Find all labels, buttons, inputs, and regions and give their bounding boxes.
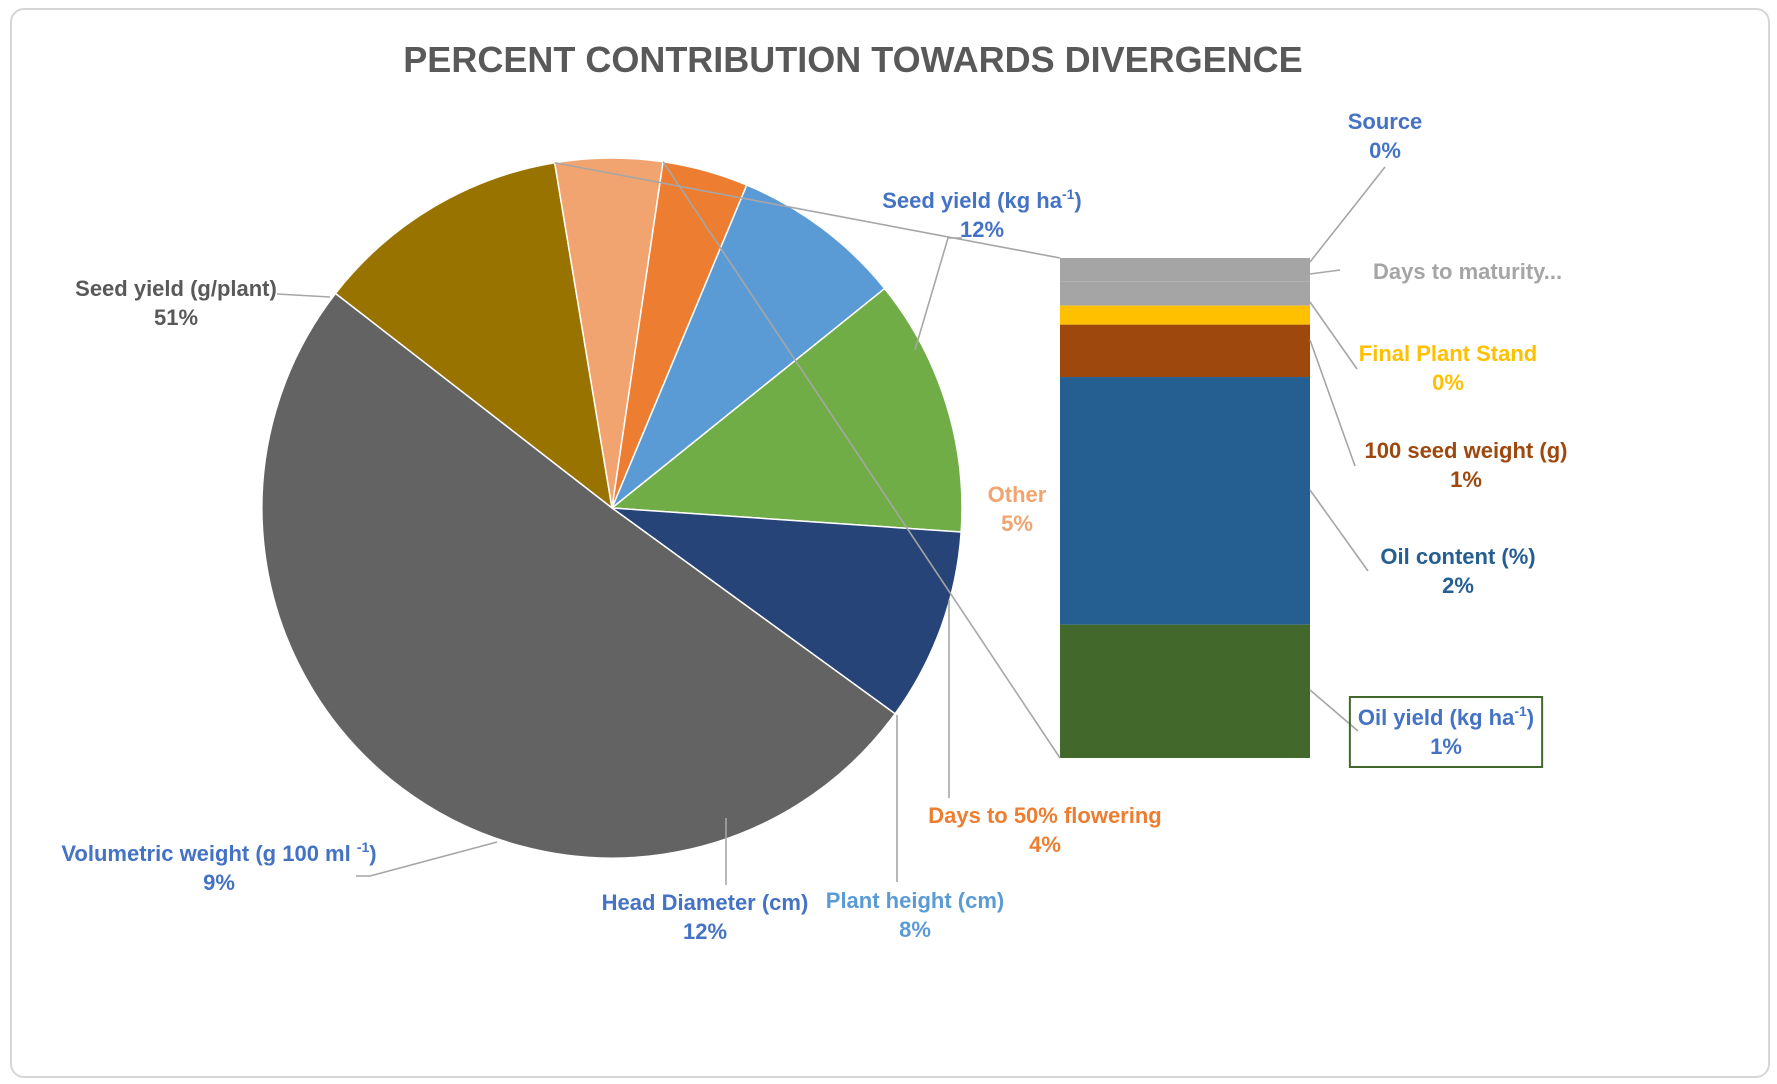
label-value-volumetric_weight: 9% xyxy=(203,870,235,895)
label-name-text: Final Plant Stand xyxy=(1359,341,1537,366)
stack-segment-oil_yield xyxy=(1060,624,1310,758)
connector-line-top xyxy=(554,161,1061,259)
label-name-seed_yield_g: Seed yield (g/plant) xyxy=(75,276,277,301)
data-label-days_maturity: Days to maturity... xyxy=(1373,259,1562,284)
label-superscript: -1 xyxy=(357,839,370,855)
label-name-source: Source xyxy=(1348,109,1423,134)
label-superscript: -1 xyxy=(1062,186,1075,202)
label-name-plant_height: Plant height (cm) xyxy=(826,888,1004,913)
label-name-final_plant_stand: Final Plant Stand xyxy=(1359,341,1537,366)
label-name-volumetric_weight: Volumetric weight (g 100 ml -1) xyxy=(61,839,376,866)
stack-segment-days_maturity xyxy=(1060,281,1310,306)
leader-line-final_plant_stand xyxy=(1309,301,1358,370)
leader-line-oil_content xyxy=(1309,489,1369,572)
data-label-source: Source 0% xyxy=(1348,109,1423,163)
leader-line-seed_weight_100 xyxy=(1309,339,1356,467)
data-label-final_plant_stand: Final Plant Stand 0% xyxy=(1359,341,1537,395)
label-name-days_maturity: Days to maturity... xyxy=(1373,259,1562,284)
label-name-text: Oil yield (kg ha xyxy=(1358,705,1515,730)
stack-segment-oil_content xyxy=(1060,377,1310,625)
label-name-text: Other xyxy=(988,482,1047,507)
data-label-oil_yield: Oil yield (kg ha-1) 1% xyxy=(1348,696,1544,768)
label-suffix: ) xyxy=(1074,188,1081,213)
data-label-plant_height: Plant height (cm) 8% xyxy=(826,888,1004,942)
stack-segment-source xyxy=(1060,258,1310,282)
label-value-seed_weight_100: 1% xyxy=(1450,467,1482,492)
label-name-other: Other xyxy=(988,482,1047,507)
label-name-text: Seed yield (kg ha xyxy=(882,188,1062,213)
label-value-other: 5% xyxy=(1001,511,1033,536)
data-label-seed_weight_100: 100 seed weight (g) 1% xyxy=(1365,438,1568,492)
label-suffix: ) xyxy=(1527,705,1534,730)
data-label-other: Other 5% xyxy=(988,482,1047,536)
label-name-days_50_flowering: Days to 50% flowering xyxy=(928,803,1162,828)
pie-slice-seed_yield_kg xyxy=(334,161,614,510)
leader-line-volumetric_weight xyxy=(356,841,498,877)
stack-layer xyxy=(1060,258,1310,758)
stack-segment-seed_weight_100 xyxy=(1060,324,1310,378)
data-label-head_diameter: Head Diameter (cm) 12% xyxy=(602,890,809,944)
label-name-text: Days to maturity... xyxy=(1373,259,1562,284)
data-label-oil_content: Oil content (%) 2% xyxy=(1380,544,1535,598)
label-name-text: 100 seed weight (g) xyxy=(1365,438,1568,463)
label-value-final_plant_stand: 0% xyxy=(1432,370,1464,395)
pie-slice-head_diameter xyxy=(610,287,963,533)
label-name-seed_yield_kg: Seed yield (kg ha-1) xyxy=(882,186,1082,213)
label-suffix: ) xyxy=(369,841,376,866)
pie-slice-seed_yield_g xyxy=(261,292,897,859)
label-value-oil_yield: 1% xyxy=(1430,734,1462,759)
label-name-oil_content: Oil content (%) xyxy=(1380,544,1535,569)
label-name-text: Oil content (%) xyxy=(1380,544,1535,569)
data-label-seed_yield_kg: Seed yield (kg ha-1) 12% xyxy=(882,186,1082,242)
data-label-days_50_flowering: Days to 50% flowering 4% xyxy=(928,803,1162,857)
label-value-head_diameter: 12% xyxy=(683,919,727,944)
leader-line-seed_yield_g xyxy=(276,293,331,298)
pie-slice-plant_height xyxy=(611,184,886,509)
label-value-seed_yield_kg: 12% xyxy=(960,217,1004,242)
label-name-text: Days to 50% flowering xyxy=(928,803,1162,828)
leader-line-source xyxy=(1309,166,1386,263)
label-value-seed_yield_g: 51% xyxy=(154,305,198,330)
leader-layer xyxy=(276,166,1386,885)
label-name-text: Plant height (cm) xyxy=(826,888,1004,913)
pie-layer xyxy=(261,157,963,859)
label-name-head_diameter: Head Diameter (cm) xyxy=(602,890,809,915)
data-label-seed_yield_g: Seed yield (g/plant) 51% xyxy=(75,276,277,330)
label-value-oil_content: 2% xyxy=(1442,573,1474,598)
stack-segment-final_plant_stand xyxy=(1060,305,1310,325)
label-box-oil_yield xyxy=(1348,696,1544,768)
label-name-text: Head Diameter (cm) xyxy=(602,890,809,915)
leader-line-days_maturity xyxy=(1309,269,1341,275)
connector-layer xyxy=(554,161,1061,759)
label-value-days_50_flowering: 4% xyxy=(1029,832,1061,857)
label-value-source: 0% xyxy=(1369,138,1401,163)
label-name-text: Source xyxy=(1348,109,1423,134)
label-name-text: Volumetric weight (g 100 ml xyxy=(61,841,356,866)
chart-title: PERCENT CONTRIBUTION TOWARDS DIVERGENCE xyxy=(403,39,1302,80)
connector-line-bottom xyxy=(662,161,1061,759)
label-name-oil_yield: Oil yield (kg ha-1) xyxy=(1358,703,1534,730)
pie-slice-volumetric_weight xyxy=(609,507,962,715)
data-label-volumetric_weight: Volumetric weight (g 100 ml -1) 9% xyxy=(61,839,376,895)
label-name-text: Seed yield (g/plant) xyxy=(75,276,277,301)
leader-line-seed_yield_kg xyxy=(914,237,962,351)
label-value-plant_height: 8% xyxy=(899,917,931,942)
label-name-seed_weight_100: 100 seed weight (g) xyxy=(1365,438,1568,463)
label-superscript: -1 xyxy=(1514,703,1527,719)
